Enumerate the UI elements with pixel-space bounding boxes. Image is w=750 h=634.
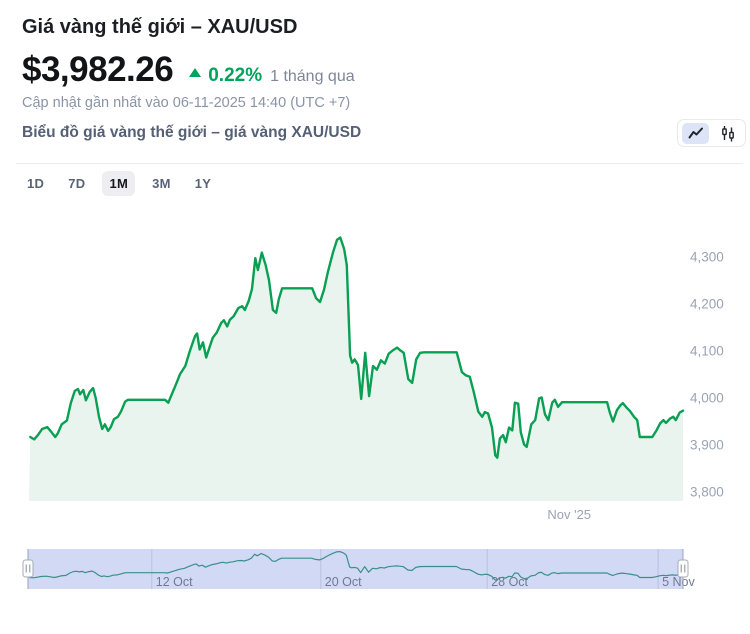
price-area	[29, 237, 683, 501]
price-chart[interactable]: 3,800 3,900 4,000 4,100 4,200 4,300 Nov '25	[0, 215, 750, 530]
navigator-date-label: 12 Oct	[156, 575, 193, 589]
navigator[interactable]: 12 Oct 20 Oct 28 Oct 5 Nov	[0, 543, 750, 595]
x-axis-label: Nov '25	[547, 507, 591, 522]
navigator-date-label: 28 Oct	[491, 575, 528, 589]
navigator-track[interactable]	[28, 549, 683, 589]
price-value: $3,982.26	[22, 50, 174, 89]
line-chart-icon	[688, 127, 703, 139]
page-title: Giá vàng thế giới – XAU/USD	[22, 16, 298, 38]
y-axis-label: 4,100	[690, 343, 724, 358]
navigator-date-label: 20 Oct	[325, 575, 362, 589]
price-line	[29, 236, 685, 459]
range-button-1d[interactable]: 1D	[20, 171, 51, 196]
candlestick-icon	[721, 125, 734, 141]
range-button-1y[interactable]: 1Y	[188, 171, 219, 196]
navigator-date-label: 5 Nov	[662, 575, 695, 589]
chart-content: 3,800 3,900 4,000 4,100 4,200 4,300 Nov '25	[29, 236, 724, 522]
line-chart-button[interactable]	[682, 122, 709, 144]
navigator-content: 12 Oct 20 Oct 28 Oct 5 Nov	[22, 549, 696, 589]
navigator-line	[29, 551, 684, 581]
y-axis-label: 4,000	[690, 391, 724, 406]
y-axis-label: 4,200	[690, 296, 724, 311]
chart-type-toggle	[677, 119, 746, 147]
range-button-3m[interactable]: 3M	[145, 171, 178, 196]
range-button-7d[interactable]: 7D	[61, 171, 92, 196]
last-updated-text: Cập nhật gần nhất vào 06-11-2025 14:40 (…	[22, 95, 351, 111]
y-axis-label: 3,900	[690, 438, 724, 453]
range-button-1m[interactable]: 1M	[102, 171, 136, 196]
header-divider	[16, 163, 743, 164]
range-selector: 1D 7D 1M 3M 1Y	[20, 171, 218, 196]
navigator-left-handle[interactable]	[22, 559, 34, 578]
price-period-label: 1 tháng qua	[270, 68, 355, 85]
up-triangle-icon	[189, 67, 202, 77]
price-change-percent: 0.22%	[208, 65, 263, 86]
y-axis-label: 4,300	[690, 249, 724, 264]
chart-subtitle: Biểu đồ giá vàng thế giới – giá vàng XAU…	[22, 124, 362, 141]
navigator-right-handle[interactable]	[677, 559, 689, 578]
candlestick-chart-button[interactable]	[714, 123, 741, 144]
price-row: $3,982.26 0.22% 1 tháng qua	[22, 50, 355, 90]
y-axis-label: 3,800	[690, 485, 724, 500]
